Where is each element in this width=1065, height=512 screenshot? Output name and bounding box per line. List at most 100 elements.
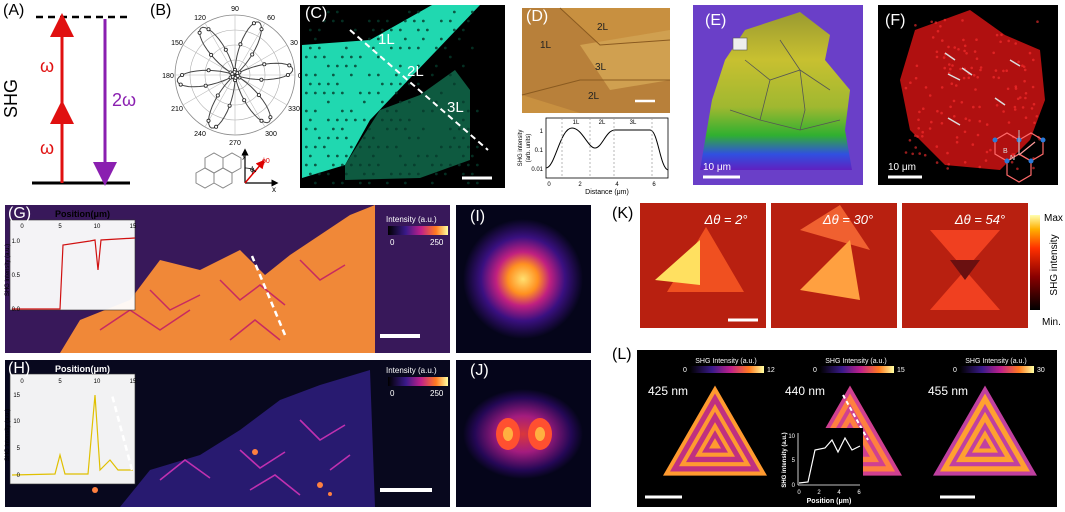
- panel-h: Position(μm) 0 5 10 15 15 10 5 0 SHG int…: [5, 360, 450, 507]
- panel-label-c: (C): [305, 5, 327, 23]
- panel-l-inset-xlabel: Position (μm): [807, 498, 852, 505]
- polar-data-point: [269, 116, 272, 119]
- panel-c-1l: 1L: [378, 31, 395, 48]
- panel-h-colorbar: [388, 377, 448, 386]
- panel-d-2l-bottom: 2L: [588, 91, 600, 102]
- panel-l-cb1-min: 0: [683, 367, 687, 374]
- angle-30: 30: [290, 40, 298, 47]
- panel-g-xtick-15: 15: [130, 224, 137, 230]
- panel-e: 10 μm: [693, 5, 863, 185]
- panel-d-xtick-4: 4: [615, 182, 619, 188]
- panel-l-cb3-title: SHG Intensity (a.u.): [965, 358, 1026, 365]
- panel-g-ytick-05: 0.5: [12, 273, 21, 279]
- panel-i-spot: [463, 219, 583, 339]
- polar-data-point: [251, 53, 254, 56]
- polar-data-point: [179, 83, 182, 86]
- panel-a-two-omega: 2ω: [112, 90, 136, 111]
- panel-c: 1L 2L 3L: [300, 5, 505, 188]
- panel-g-colorbar: [388, 226, 448, 235]
- panel-f-n-label: N: [1010, 155, 1015, 162]
- panel-g-cbar-min: 0: [390, 238, 395, 247]
- panel-d-seg-2l: 2L: [599, 120, 606, 126]
- panel-l-cb2-min: 0: [813, 367, 817, 374]
- panel-h-pos-title: Position(μm): [55, 364, 110, 374]
- polar-data-point: [260, 78, 263, 81]
- panel-e-scale-label: 10 μm: [703, 162, 731, 173]
- panel-j: [456, 360, 591, 507]
- angle-300: 300: [265, 131, 277, 138]
- panel-label-g: (G): [8, 205, 31, 223]
- panel-d-xlabel: Distance (μm): [585, 189, 629, 196]
- panel-d-xtick-2: 2: [578, 182, 582, 188]
- panel-k: Δθ = 2° Δθ = 30° Δθ = 54° Max Min. SHG i…: [640, 203, 1063, 328]
- phi-label: ϕ: [250, 165, 255, 174]
- panel-a-omega-lower: ω: [40, 138, 54, 159]
- panel-label-f: (F): [885, 12, 905, 30]
- polar-data-point: [181, 73, 184, 76]
- panel-l: SHG Intensity (a.u.) SHG Intensity (a.u.…: [637, 350, 1057, 507]
- angle-210: 210: [171, 106, 183, 113]
- panel-d-xtick-6: 6: [652, 182, 656, 188]
- panel-b-lattice: [196, 153, 241, 188]
- angle-330: 330: [288, 106, 300, 113]
- panel-k-title-3: Δθ = 54°: [954, 212, 1005, 227]
- polar-data-point: [239, 43, 242, 46]
- panel-b-polar: [175, 15, 295, 135]
- panel-label-a: (A): [3, 2, 24, 20]
- angle-120: 120: [194, 15, 206, 22]
- polar-data-point: [210, 53, 213, 56]
- phi0-label: ϕ0: [262, 158, 270, 165]
- panel-label-i: (I): [470, 208, 485, 226]
- panel-g: Position(μm) 0 5 10 15 1.0 0.5 0.0 SHG i…: [5, 205, 450, 353]
- panel-g-xtick-10: 10: [94, 224, 101, 230]
- panel-label-h: (H): [8, 360, 30, 378]
- polar-data-point: [207, 119, 210, 122]
- polar-data-point: [288, 64, 291, 67]
- polar-data-point: [224, 48, 227, 51]
- panel-k-cb-min: Min.: [1042, 317, 1061, 328]
- angle-270: 270: [229, 140, 241, 147]
- polar-data-point: [207, 28, 210, 31]
- angle-180: 180: [162, 73, 174, 80]
- panel-label-k: (K): [612, 205, 633, 223]
- panel-k-cb-max: Max: [1044, 213, 1063, 224]
- panel-l-colorbar-1: [690, 366, 764, 373]
- panel-f-scale-label: 10 μm: [888, 162, 916, 173]
- polar-data-point: [207, 69, 210, 72]
- panel-k-title-2: Δθ = 30°: [822, 212, 873, 227]
- polar-data-point: [228, 104, 231, 107]
- polar-data-point: [263, 63, 266, 66]
- polar-data-point: [260, 28, 263, 31]
- panel-k-colorbar: [1030, 215, 1040, 310]
- panel-h-ytick-15: 15: [13, 393, 20, 399]
- panel-f: B N 10 μm: [878, 5, 1058, 185]
- panel-a-omega-upper: ω: [40, 56, 54, 77]
- polar-data-point: [243, 99, 246, 102]
- panel-l-wavelength-1: 425 nm: [648, 384, 688, 398]
- panel-h-ylabel: SHG intensity (a.u.): [5, 409, 11, 461]
- panel-l-wavelength-2: 440 nm: [785, 384, 825, 398]
- panel-d-ylabel-1: SHG intensity: [518, 130, 524, 167]
- panel-k-cb-label: SHG intensity: [1049, 234, 1060, 295]
- polar-data-point: [236, 74, 239, 77]
- panel-label-j: (J): [470, 362, 489, 380]
- panel-d-ytick-2: 0.1: [535, 148, 544, 154]
- polar-data-point: [257, 94, 260, 97]
- panel-h-ytick-10: 10: [13, 419, 20, 425]
- panel-h-xtick-10: 10: [94, 379, 101, 385]
- panel-d-3l: 3L: [595, 62, 607, 73]
- panel-label-d: (D): [526, 8, 548, 26]
- panel-l-inset-ytick-10: 10: [788, 434, 795, 440]
- panel-h-cbar-min: 0: [390, 389, 395, 398]
- panel-g-ylabel: SHG intensity (a.u.): [5, 244, 11, 296]
- panel-h-cbar-max: 250: [430, 389, 444, 398]
- panel-label-l: (L): [612, 346, 632, 364]
- lattice-y-label: y: [242, 151, 246, 160]
- polar-data-point: [260, 119, 263, 122]
- angle-240: 240: [194, 131, 206, 138]
- panel-d-ytick-1: 1: [540, 129, 544, 135]
- panel-g-ytick-0: 0.0: [12, 307, 21, 313]
- polar-data-point: [216, 94, 219, 97]
- polar-data-point: [198, 31, 201, 34]
- panel-l-wavelength-3: 455 nm: [928, 384, 968, 398]
